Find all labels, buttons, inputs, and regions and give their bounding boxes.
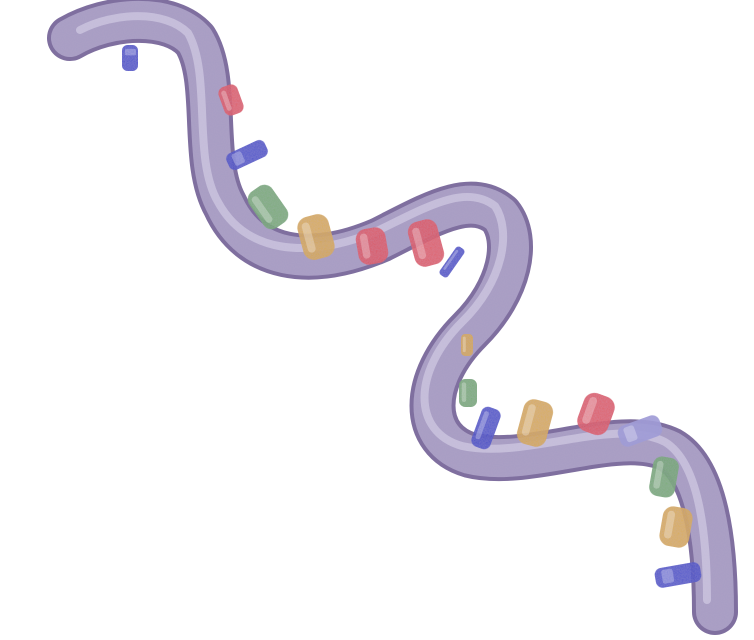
- nucleotide-body: [654, 562, 702, 588]
- nucleotide-shine: [521, 404, 536, 436]
- nucleotide-shine: [664, 510, 676, 539]
- nucleotide-shine: [231, 151, 245, 166]
- nucleotide-blue: [654, 562, 702, 588]
- nucleotide-bases: [122, 45, 702, 588]
- nucleotide-shine: [251, 196, 273, 223]
- nucleotide-blue: [226, 140, 268, 170]
- backbone-shadow: [47, 0, 738, 635]
- nucleotide-body: [226, 140, 268, 170]
- nucleotide-shine: [221, 90, 232, 111]
- nucleotide-shine: [462, 336, 466, 353]
- nucleotide-body: [297, 214, 335, 260]
- nucleotide-body: [659, 506, 693, 548]
- backbone-body: [51, 0, 734, 631]
- nucleotide-green: [459, 379, 477, 407]
- nucleotide-shine: [623, 425, 638, 443]
- nucleotide-shine: [661, 568, 675, 584]
- nucleotide-body: [439, 246, 465, 278]
- nucleotide-red: [407, 219, 445, 267]
- nucleotide-body: [617, 415, 663, 447]
- nucleotide-shine: [461, 382, 467, 402]
- nucleotide-body: [577, 392, 615, 436]
- nucleotide-body: [407, 219, 445, 267]
- nucleotide-body: [461, 334, 473, 356]
- nucleotide-body: [122, 45, 138, 71]
- nucleotide-yellow: [516, 399, 554, 447]
- nucleotide-green: [649, 456, 679, 498]
- nucleotide-shine: [412, 227, 427, 260]
- nucleotide-body: [516, 399, 554, 447]
- nucleotide-body: [355, 227, 389, 265]
- nucleotide-shine: [475, 411, 489, 440]
- nucleotide-blue: [122, 45, 138, 71]
- nucleotide-shine: [582, 396, 598, 424]
- nucleotide-lavender: [617, 415, 663, 447]
- nucleotide-body: [218, 84, 244, 116]
- nucleotide-shine: [124, 48, 137, 56]
- nucleotide-yellow: [461, 334, 473, 356]
- nucleotide-body: [459, 379, 477, 407]
- nucleotide-red: [577, 392, 615, 436]
- nucleotide-blue: [471, 406, 501, 450]
- nucleotide-blue: [439, 246, 465, 278]
- nucleotide-shine: [653, 460, 664, 489]
- nucleotide-shine: [301, 222, 316, 253]
- nucleotide-yellow: [297, 214, 335, 260]
- nucleotide-body: [649, 456, 679, 498]
- nucleotide-red: [355, 227, 389, 265]
- nucleotide-shine: [443, 249, 459, 270]
- nucleotide-body: [471, 406, 501, 450]
- backbone-highlight: [76, 12, 711, 604]
- nucleotide-red: [218, 84, 244, 116]
- nucleotide-body: [247, 184, 289, 230]
- nucleotide-green: [247, 184, 289, 230]
- nucleotide-shine: [359, 233, 371, 259]
- rna-backbone: [47, 0, 738, 635]
- nucleotide-yellow: [659, 506, 693, 548]
